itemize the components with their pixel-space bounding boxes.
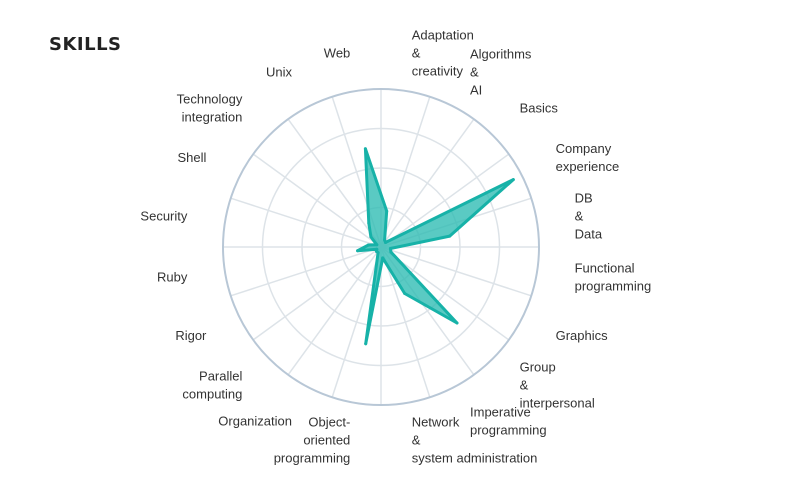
data-point <box>384 241 387 244</box>
data-point <box>367 243 370 247</box>
axis-label-line: Data <box>575 226 603 241</box>
axis-label-line: creativity <box>412 63 464 78</box>
axis-label: Company experience <box>556 141 620 174</box>
chart-title: SKILLS <box>49 34 122 55</box>
outer-ring <box>222 88 540 406</box>
grid-spoke <box>252 246 382 341</box>
data-point <box>383 238 387 242</box>
grid-spoke <box>230 197 382 248</box>
axis-label-line: Group <box>520 360 556 375</box>
axis-label: Technology integration <box>177 91 243 124</box>
grid-spoke <box>380 118 475 248</box>
axis-label: Unix <box>266 64 293 79</box>
axis-label-line: Graphics <box>556 328 609 343</box>
axis-label: Rigor <box>175 328 207 343</box>
data-point <box>369 235 373 239</box>
data-point <box>367 221 371 225</box>
axis-label: Network & system administration <box>412 415 538 466</box>
data-point <box>511 178 515 182</box>
axis-label-line: programming <box>274 451 351 466</box>
grid-spoke <box>331 246 382 398</box>
axis-label: Functional programming <box>575 261 652 294</box>
data-point <box>356 249 360 253</box>
axis-label-line: Rigor <box>175 328 207 343</box>
axis-label-line: programming <box>575 279 652 294</box>
axis-label: Object-oriented programming <box>274 415 351 466</box>
axis-label-line: Technology <box>177 91 243 106</box>
grid-spoke <box>380 96 431 248</box>
axis-label-line: Ruby <box>157 270 188 285</box>
axis-label-line: Object- <box>308 415 350 430</box>
data-point <box>375 243 379 247</box>
data-point <box>455 321 459 325</box>
axis-label: Imperative programming <box>470 405 547 438</box>
axis-label-line: & <box>412 45 421 60</box>
data-point <box>388 247 392 250</box>
axis-label-line: Basics <box>520 100 559 115</box>
axis-label: Ruby <box>157 270 188 285</box>
axis-label: Shell <box>177 150 206 165</box>
axis-label-line: Unix <box>266 64 293 79</box>
axis-label-line: Shell <box>177 150 206 165</box>
axis-label-line: & <box>412 433 421 448</box>
axis-label-line: oriented <box>303 433 350 448</box>
axis-label-line: interpersonal <box>520 396 595 411</box>
axis-label: DB & Data <box>575 190 603 241</box>
data-point <box>389 250 393 254</box>
axis-label-line: experience <box>556 159 620 174</box>
grid-spoke <box>287 118 382 248</box>
axis-label: Web <box>324 45 351 60</box>
data-point <box>364 342 368 346</box>
axis-label-line: & <box>520 378 529 393</box>
axis-label: Adaptation & creativity <box>412 27 474 78</box>
axis-label-line: Web <box>324 45 351 60</box>
axis-label-line: AI <box>470 82 482 97</box>
axis-label-line: Functional <box>575 261 635 276</box>
axis-label-line: DB <box>575 190 593 205</box>
axis-label-line: Imperative <box>470 405 531 420</box>
grid-spoke <box>380 246 431 398</box>
axis-label: Group & interpersonal <box>520 360 595 411</box>
grid-spoke <box>230 246 382 297</box>
data-point <box>375 247 379 251</box>
axis-label-line: Security <box>140 208 187 223</box>
axis-label-line: Adaptation <box>412 27 474 42</box>
data-point <box>381 256 385 260</box>
axis-label: Graphics <box>556 328 609 343</box>
axis-label: Basics <box>520 100 559 115</box>
axis-label-line: Algorithms <box>470 46 532 61</box>
axis-label-line: Company <box>556 141 612 156</box>
data-point <box>448 234 452 238</box>
axis-label-line: Network <box>412 415 460 430</box>
grid-spoke <box>380 246 532 297</box>
axis-label: Algorithms & AI <box>470 46 532 97</box>
grid-spoke <box>287 246 382 376</box>
axis-label: Parallel computing <box>182 369 242 402</box>
axis-label-line: integration <box>182 109 243 124</box>
axis-label: Organization <box>218 414 292 429</box>
axis-label-line: Parallel <box>199 369 242 384</box>
data-point <box>385 209 389 213</box>
axis-label-line: Organization <box>218 414 292 429</box>
grid-spoke <box>252 153 382 248</box>
axis-label-line: & <box>470 64 479 79</box>
radar-data <box>356 147 515 346</box>
grid-spoke <box>380 153 510 248</box>
data-point <box>403 292 407 295</box>
axis-label-line: computing <box>182 387 242 402</box>
axis-label-line: system administration <box>412 451 538 466</box>
axis-label: Security <box>140 208 187 223</box>
axis-label-line: programming <box>470 423 547 438</box>
data-point <box>375 250 378 253</box>
data-point <box>363 147 367 151</box>
axis-label-line: & <box>575 208 584 223</box>
